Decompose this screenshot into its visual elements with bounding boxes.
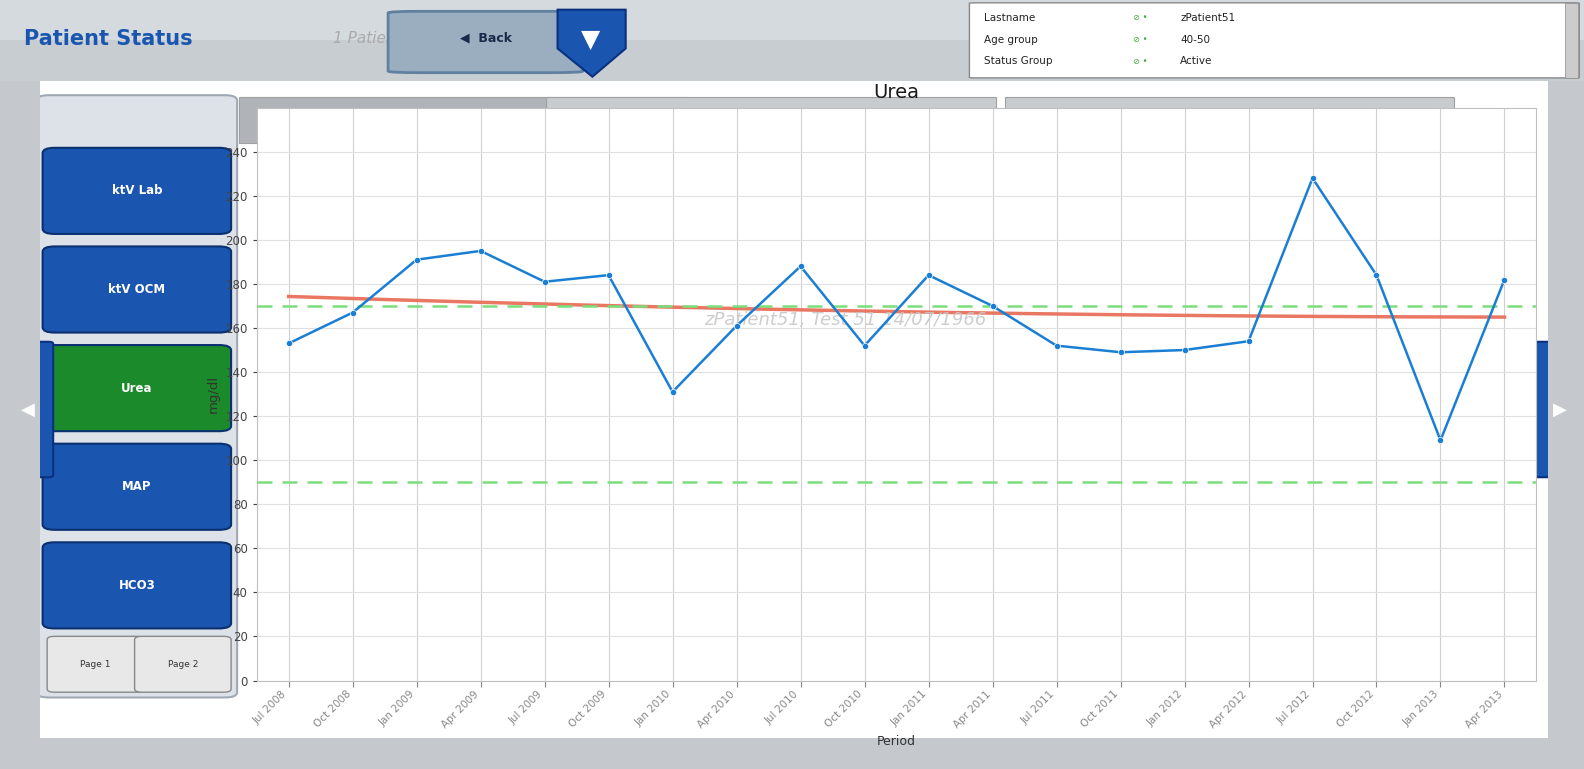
Text: ◀  Back: ◀ Back — [461, 32, 512, 45]
FancyBboxPatch shape — [48, 636, 144, 692]
Text: 1 Patient: 1 Patient — [333, 32, 401, 46]
FancyBboxPatch shape — [969, 3, 1579, 78]
Text: zPatient51, Test 51 14/07/1966: zPatient51, Test 51 14/07/1966 — [705, 311, 987, 328]
FancyBboxPatch shape — [2, 341, 54, 478]
Text: Age group: Age group — [984, 35, 1038, 45]
FancyBboxPatch shape — [1004, 97, 1454, 143]
Text: ▶: ▶ — [1552, 401, 1567, 418]
FancyBboxPatch shape — [36, 95, 238, 697]
Polygon shape — [558, 10, 626, 77]
FancyBboxPatch shape — [239, 97, 687, 143]
FancyBboxPatch shape — [546, 97, 996, 143]
Text: Lastname: Lastname — [984, 13, 1034, 23]
FancyBboxPatch shape — [43, 542, 231, 628]
Text: ◀: ◀ — [21, 401, 35, 418]
Text: 40-50: 40-50 — [1180, 35, 1210, 45]
Text: Active: Active — [1180, 56, 1212, 66]
Bar — [0, 0, 1584, 40]
FancyBboxPatch shape — [1533, 341, 1584, 478]
Text: Page 1: Page 1 — [81, 660, 111, 669]
Title: Urea: Urea — [873, 83, 920, 102]
FancyBboxPatch shape — [388, 12, 583, 72]
Text: Status Group: Status Group — [984, 56, 1052, 66]
Text: HCO3: HCO3 — [119, 579, 155, 592]
Y-axis label: mg/dl: mg/dl — [206, 375, 220, 413]
Text: ⊘ •: ⊘ • — [1133, 57, 1147, 66]
X-axis label: Period: Period — [878, 735, 916, 748]
Text: ⊟: ⊟ — [1223, 113, 1236, 128]
Text: Page 2: Page 2 — [168, 660, 198, 669]
Text: ∿: ∿ — [456, 113, 470, 128]
FancyBboxPatch shape — [135, 636, 231, 692]
Text: ktV Lab: ktV Lab — [111, 185, 162, 198]
FancyBboxPatch shape — [43, 148, 231, 234]
Text: ⊘ •: ⊘ • — [1133, 35, 1147, 44]
FancyBboxPatch shape — [32, 78, 1555, 741]
Text: zPatient51: zPatient51 — [1180, 13, 1236, 23]
Text: ktV OCM: ktV OCM — [108, 283, 165, 296]
Text: ∿: ∿ — [765, 113, 778, 128]
Text: ▼: ▼ — [581, 28, 600, 52]
Text: ⊘ •: ⊘ • — [1133, 13, 1147, 22]
Text: Patient Status: Patient Status — [24, 28, 192, 48]
Bar — [1565, 3, 1578, 78]
FancyBboxPatch shape — [43, 444, 231, 530]
Text: MAP: MAP — [122, 481, 152, 493]
FancyBboxPatch shape — [43, 246, 231, 332]
Text: Urea: Urea — [120, 381, 152, 394]
FancyBboxPatch shape — [43, 345, 231, 431]
